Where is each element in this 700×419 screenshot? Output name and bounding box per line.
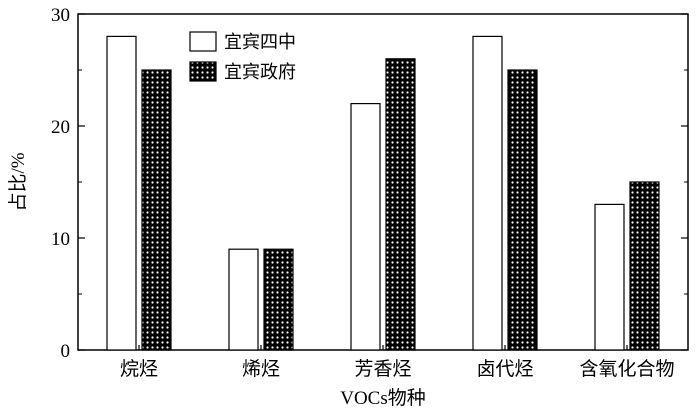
y-tick-label: 30 (51, 5, 70, 26)
bar-series1-4 (594, 203, 625, 351)
y-axis-title: 占比/% (7, 152, 29, 211)
x-tick-label: 烯烃 (242, 358, 280, 380)
bar-series1-0 (106, 35, 137, 351)
labels: 烷烃 烯烃 芳香烃 卤代烃 含氧化合物 0 10 20 30 VOCs物种 占比/% (7, 5, 675, 409)
bar-series2-4 (629, 181, 660, 351)
legend-swatch-2 (189, 61, 217, 82)
y-tick-label: 20 (51, 117, 70, 138)
x-tick-label: 卤代烃 (476, 358, 533, 380)
y-tick-label: 10 (51, 229, 70, 250)
x-tick-label: 芳香烃 (354, 358, 411, 380)
x-tick-label: 烷烃 (120, 358, 158, 380)
legend-label-2: 宜宾政府 (224, 62, 296, 83)
bar-series2-0 (141, 69, 172, 351)
bars (106, 35, 660, 351)
x-tick-label: 含氧化合物 (579, 358, 674, 380)
bar-series2-1 (263, 248, 294, 351)
legend-swatch-1 (189, 31, 217, 52)
legend-label-1: 宜宾四中 (224, 32, 296, 53)
bar-series1-1 (228, 248, 259, 351)
bar-series2-3 (507, 69, 538, 351)
bar-series2-2 (385, 58, 416, 351)
bar-series1-3 (472, 35, 503, 351)
bar-series1-2 (350, 102, 381, 351)
axes (78, 13, 688, 351)
x-axis-title: VOCs物种 (340, 387, 426, 409)
y-tick-label: 0 (61, 341, 71, 362)
